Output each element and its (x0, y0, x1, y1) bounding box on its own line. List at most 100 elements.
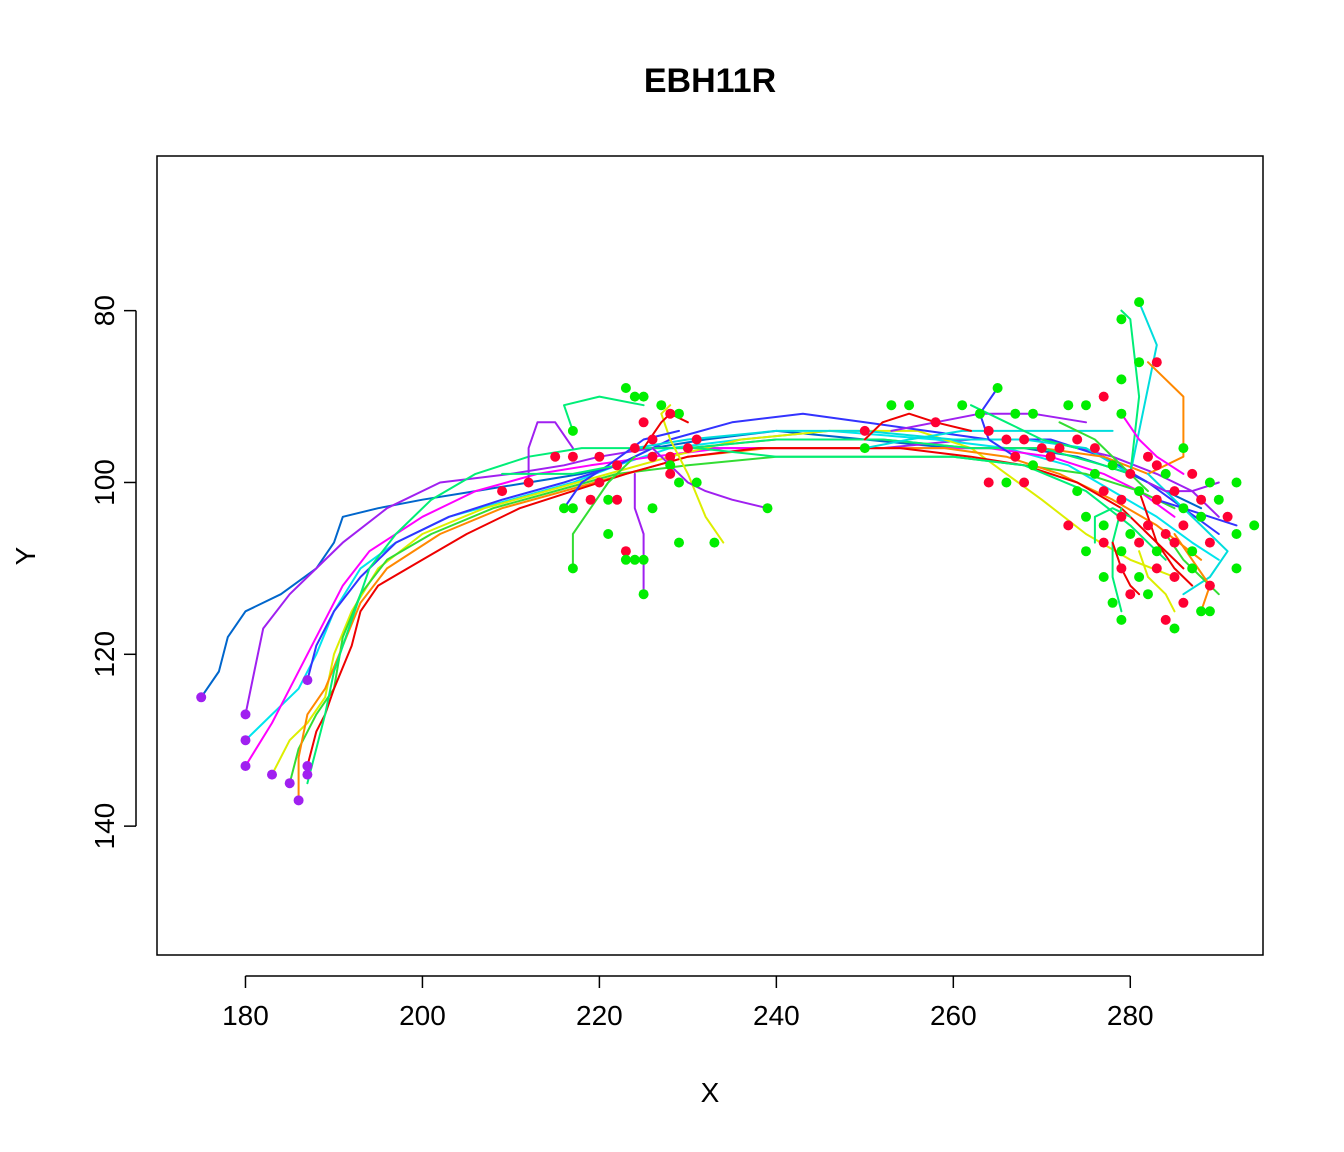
end-point-116 (1187, 563, 1198, 574)
end-point-45 (629, 443, 640, 454)
end-point-52 (523, 477, 534, 488)
end-point-85 (1134, 486, 1145, 497)
tracks-layer (200, 301, 1238, 802)
end-point-33 (620, 383, 631, 393)
end-point-91 (1231, 477, 1242, 488)
end-point-13 (1063, 400, 1074, 411)
start-point-4 (240, 761, 251, 771)
end-point-90 (1213, 494, 1224, 505)
end-point-115 (1169, 572, 1180, 582)
end-point-55 (585, 494, 596, 505)
end-point-101 (1249, 520, 1260, 531)
end-point-26 (859, 443, 870, 454)
end-point-84 (1116, 494, 1127, 505)
x-tick-label: 220 (576, 1000, 623, 1031)
end-point-87 (1169, 486, 1180, 497)
end-point-99 (1196, 511, 1207, 522)
end-point-32 (1045, 451, 1056, 462)
end-point-102 (1081, 546, 1091, 557)
end-point-53 (559, 503, 569, 514)
end-point-10 (974, 408, 985, 419)
track-line-19 (571, 455, 636, 570)
x-axis-label: X (701, 1077, 720, 1108)
end-point-69 (691, 477, 702, 488)
end-point-94 (1116, 511, 1127, 522)
end-point-93 (1098, 520, 1109, 531)
end-point-117 (1204, 580, 1215, 591)
end-point-35 (638, 391, 649, 402)
x-tick-label: 200 (399, 1000, 446, 1031)
end-point-126 (1204, 606, 1215, 617)
end-point-105 (1134, 537, 1145, 548)
end-point-50 (691, 434, 702, 445)
end-point-60 (620, 546, 631, 557)
end-point-28 (1028, 460, 1038, 471)
end-point-17 (930, 417, 941, 428)
track-line-14 (660, 404, 725, 544)
end-point-62 (629, 554, 640, 565)
end-point-19 (1001, 434, 1012, 445)
start-point-6 (284, 778, 295, 789)
end-point-89 (1196, 494, 1207, 505)
track-line-33 (1111, 507, 1123, 613)
track-line-29 (1120, 412, 1185, 475)
end-point-24 (1089, 443, 1100, 454)
end-point-106 (1151, 546, 1162, 557)
end-point-64 (647, 503, 658, 514)
chart-title: EBH11R (644, 62, 776, 100)
end-point-66 (567, 563, 578, 574)
end-point-108 (1187, 546, 1198, 557)
track-line-6 (288, 455, 1176, 785)
end-point-51 (497, 486, 508, 497)
end-point-38 (665, 408, 676, 419)
end-point-81 (1187, 468, 1198, 479)
y-tick-label: 140 (89, 803, 120, 850)
end-point-127 (1116, 614, 1127, 625)
start-point-8 (302, 761, 313, 771)
y-axis: 80 100 120 140 (89, 295, 137, 850)
track-line-1 (200, 429, 1203, 699)
end-point-96 (1143, 520, 1153, 531)
track-line-22 (501, 464, 619, 475)
end-point-61 (620, 554, 631, 565)
end-point-49 (682, 443, 693, 454)
end-point-118 (1231, 563, 1242, 574)
end-point-57 (603, 494, 614, 505)
end-point-82 (1204, 477, 1215, 488)
end-point-44 (612, 460, 623, 471)
x-tick-label: 280 (1107, 1000, 1154, 1031)
end-point-112 (1116, 563, 1127, 574)
markers-layer (196, 297, 1260, 806)
track-line-32 (1155, 498, 1238, 527)
end-point-48 (665, 451, 676, 462)
end-point-12 (1028, 408, 1038, 419)
track-line-25 (863, 412, 972, 441)
end-point-107 (1169, 537, 1180, 548)
end-point-100 (1222, 511, 1233, 522)
end-point-43 (594, 451, 605, 462)
start-point-10 (302, 675, 313, 686)
start-point-3 (240, 735, 251, 746)
end-point-73 (665, 468, 676, 479)
x-tick-label: 180 (222, 1000, 269, 1031)
end-point-7 (1116, 408, 1127, 419)
end-point-122 (1160, 614, 1171, 625)
y-tick-label: 80 (89, 295, 120, 326)
end-point-79 (1160, 468, 1171, 479)
y-tick-label: 100 (89, 459, 120, 506)
end-point-65 (638, 589, 649, 600)
track-line-26 (978, 387, 1017, 458)
end-point-30 (1001, 477, 1012, 488)
end-point-21 (1036, 443, 1047, 454)
end-point-119 (1107, 597, 1118, 608)
end-point-14 (1081, 400, 1091, 411)
end-point-76 (1125, 468, 1136, 479)
end-point-98 (1178, 520, 1189, 531)
end-point-114 (1151, 563, 1162, 574)
end-point-5 (1116, 374, 1127, 385)
end-point-129 (1063, 520, 1074, 531)
x-axis: 180 200 220 240 260 280 (222, 975, 1154, 1031)
end-point-25 (859, 425, 870, 436)
end-point-47 (647, 451, 658, 462)
